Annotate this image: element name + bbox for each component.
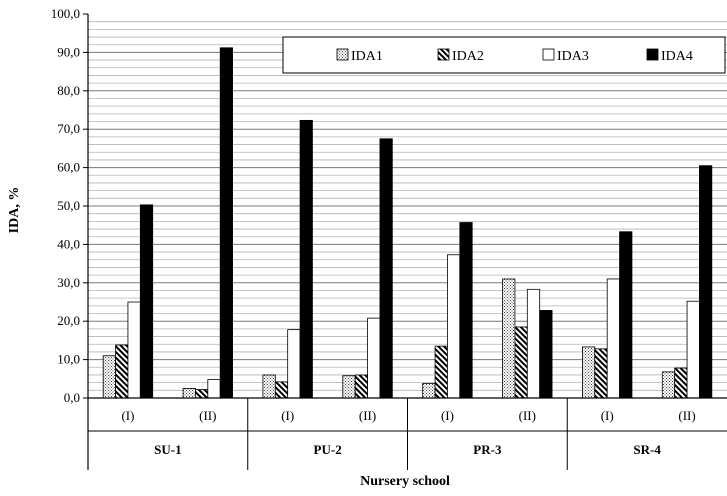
y-tick-label: 70,0 [57, 121, 80, 136]
bar-ida3-5 [447, 254, 461, 399]
x-subgroup-label: (I) [121, 408, 134, 423]
bar-ida4-8 [699, 165, 713, 399]
legend-label-ida2: IDA2 [452, 49, 484, 64]
y-tick-label: 10,0 [57, 352, 80, 367]
bar-ida2-1 [115, 344, 129, 399]
bar-ida4-6 [539, 310, 553, 399]
y-tick-label: 100,0 [51, 6, 80, 21]
bar-ida3-1 [127, 301, 141, 399]
y-tick-label: 30,0 [57, 275, 80, 290]
bar-ida2-4 [354, 374, 368, 399]
legend-swatch-ida1 [336, 48, 349, 61]
y-tick-label: 90,0 [57, 44, 80, 59]
y-axis-title: IDA, % [7, 187, 22, 234]
bar-ida3-3 [287, 329, 301, 399]
bar-ida1-3 [262, 374, 276, 399]
x-subgroup-label: (II) [359, 408, 376, 423]
legend-label-ida3: IDA3 [557, 49, 589, 64]
x-group-label: SU-1 [154, 442, 181, 457]
y-axis-ticks: 0,0 10,0 20,0 30,0 40,0 50,0 60,0 70,0 80,0 90,0 1… [51, 6, 88, 405]
x-group-label: PR-3 [473, 442, 502, 457]
bar-ida4-5 [459, 222, 473, 399]
bar-ida4-7 [619, 231, 633, 399]
bar-ida2-3 [274, 381, 289, 399]
x-axis-title: Nursery school [360, 474, 450, 489]
legend: IDA1 IDA2 IDA3 IDA4 [282, 36, 726, 74]
bar-ida1-7 [582, 346, 596, 399]
legend-box [282, 36, 726, 74]
x-group-label: PU-2 [314, 442, 342, 457]
legend-label-ida1: IDA1 [351, 49, 383, 64]
bars [102, 47, 713, 399]
bar-ida3-7 [606, 278, 620, 399]
bar-ida1-1 [102, 355, 116, 399]
x-subgroup-label: (I) [281, 408, 294, 423]
bar-ida2-8 [674, 367, 688, 399]
bar-ida2-7 [594, 348, 608, 399]
legend-swatch-ida4 [646, 48, 659, 61]
bar-ida3-4 [367, 317, 381, 399]
legend-swatch-ida2 [437, 48, 450, 61]
x-subgroup-label: (II) [199, 408, 216, 423]
y-tick-label: 80,0 [57, 83, 80, 98]
legend-swatch-ida3 [542, 48, 555, 61]
y-tick-label: 50,0 [57, 198, 80, 213]
x-axis-labels: (I) (II) (I) (II) (I) (II) (I) (II) SU-1 PU-2 PR-3… [121, 408, 695, 457]
y-tick-label: 60,0 [57, 160, 80, 175]
bar-ida4-2 [219, 47, 233, 399]
bar-ida4-3 [299, 119, 313, 399]
bar-ida1-2 [182, 387, 196, 399]
y-tick-label: 20,0 [57, 313, 80, 328]
bar-ida2-6 [514, 326, 528, 399]
y-tick-label: 0,0 [64, 390, 80, 405]
x-subgroup-label: (I) [441, 408, 454, 423]
bar-ida2-5 [434, 345, 448, 399]
bar-ida1-8 [661, 371, 676, 399]
x-group-label: SR-4 [633, 442, 661, 457]
y-tick-label: 40,0 [57, 236, 80, 251]
bar-ida1-4 [342, 375, 356, 399]
bar-ida1-6 [502, 278, 516, 399]
bar-ida2-2 [195, 389, 209, 399]
legend-label-ida4: IDA4 [661, 49, 693, 64]
x-subgroup-label: (I) [601, 408, 614, 423]
bar-ida4-4 [379, 138, 393, 399]
bar-ida1-5 [422, 383, 436, 399]
x-subgroup-label: (II) [678, 408, 695, 423]
bar-ida4-1 [139, 204, 154, 399]
x-subgroup-label: (II) [519, 408, 536, 423]
bar-ida3-8 [686, 300, 700, 399]
bar-ida3-2 [207, 379, 221, 399]
bar-ida3-6 [526, 288, 541, 399]
axes [87, 14, 727, 470]
